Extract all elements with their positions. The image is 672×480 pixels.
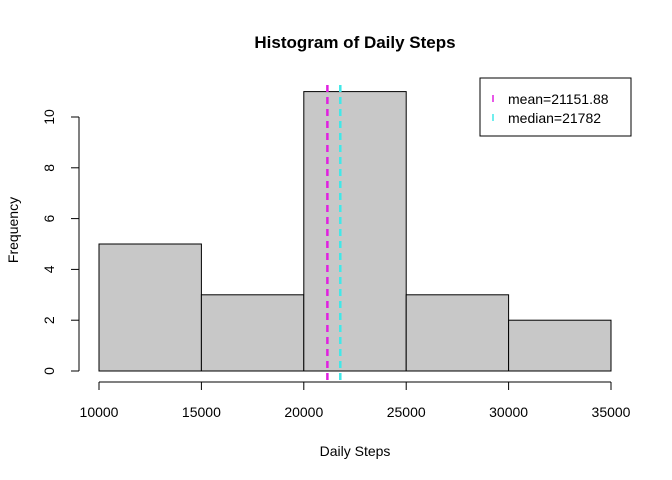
x-tick-label: 25000	[387, 404, 426, 420]
x-tick-label: 20000	[284, 404, 323, 420]
legend-label: mean=21151.88	[508, 91, 609, 107]
histogram-bar	[508, 319, 612, 372]
reference-lines	[326, 85, 342, 381]
histogram-bar	[405, 294, 510, 372]
histogram-bar	[303, 91, 407, 372]
chart-title: Histogram of Daily Steps	[254, 33, 455, 52]
histogram-bar	[98, 243, 202, 372]
x-tick-label: 30000	[489, 404, 528, 420]
x-axis: 10000 15000 20000 25000 30000 35000	[80, 381, 631, 420]
y-tick-label: 10	[41, 109, 57, 125]
legend-label: median=21782	[508, 110, 601, 126]
y-axis: 0 2 4 6 8 10	[41, 109, 80, 375]
legend-box	[479, 77, 632, 137]
y-tick-label: 6	[41, 214, 57, 222]
y-tick-label: 0	[41, 367, 57, 375]
y-tick-label: 8	[41, 164, 57, 172]
histogram-bar	[200, 294, 305, 372]
x-tick-label: 15000	[182, 404, 221, 420]
bars-group	[98, 91, 612, 372]
y-tick-label: 2	[41, 316, 57, 324]
y-axis-label: Frequency	[5, 197, 21, 263]
x-tick-label: 10000	[80, 404, 119, 420]
x-axis-label: Daily Steps	[320, 443, 391, 459]
legend: mean=21151.88 median=21782	[479, 77, 632, 137]
y-tick-label: 4	[41, 265, 57, 273]
x-tick-label: 35000	[592, 404, 631, 420]
